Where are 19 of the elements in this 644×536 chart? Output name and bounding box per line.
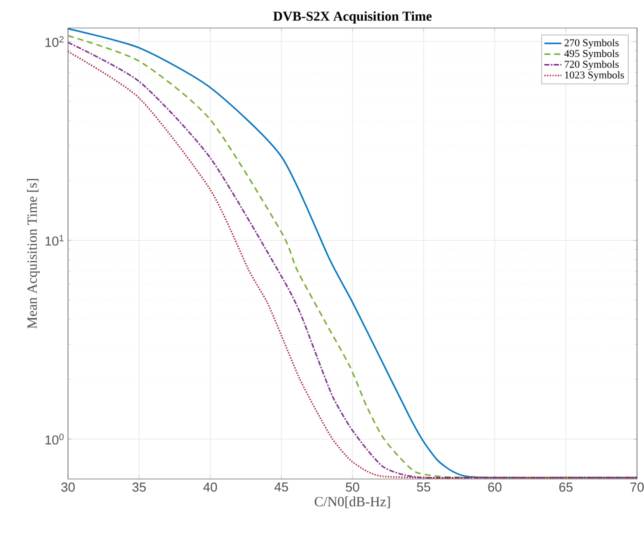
legend-label: 720 Symbols bbox=[564, 60, 619, 70]
x-axis-title: C/N0[dB-Hz] bbox=[314, 496, 390, 508]
x-tick-label: 30 bbox=[61, 482, 75, 492]
x-tick-label: 35 bbox=[132, 482, 146, 492]
x-tick-label: 45 bbox=[274, 482, 288, 492]
legend-label: 1023 Symbols bbox=[565, 71, 624, 81]
x-tick-label: 50 bbox=[346, 482, 360, 492]
chart-title: DVB-S2X Acquisition Time bbox=[273, 11, 432, 24]
y-tick-label: 10$^{2}$ bbox=[46, 36, 64, 47]
x-tick-label: 55 bbox=[416, 482, 430, 492]
x-tick-label: 60 bbox=[488, 482, 502, 492]
y-tick-label: 10$^{1}$ bbox=[46, 234, 64, 246]
x-tick-label: 40 bbox=[203, 482, 217, 492]
legend-label: 495 Symbols bbox=[564, 50, 619, 60]
legend-label: 270 Symbols bbox=[564, 38, 619, 48]
y-tick-label: 10$^{0}$ bbox=[46, 434, 64, 445]
y-axis-title: Mean Acquisition Time [s] bbox=[27, 179, 40, 329]
x-tick-label: 70 bbox=[630, 482, 644, 492]
x-tick-label: 65 bbox=[559, 482, 573, 492]
